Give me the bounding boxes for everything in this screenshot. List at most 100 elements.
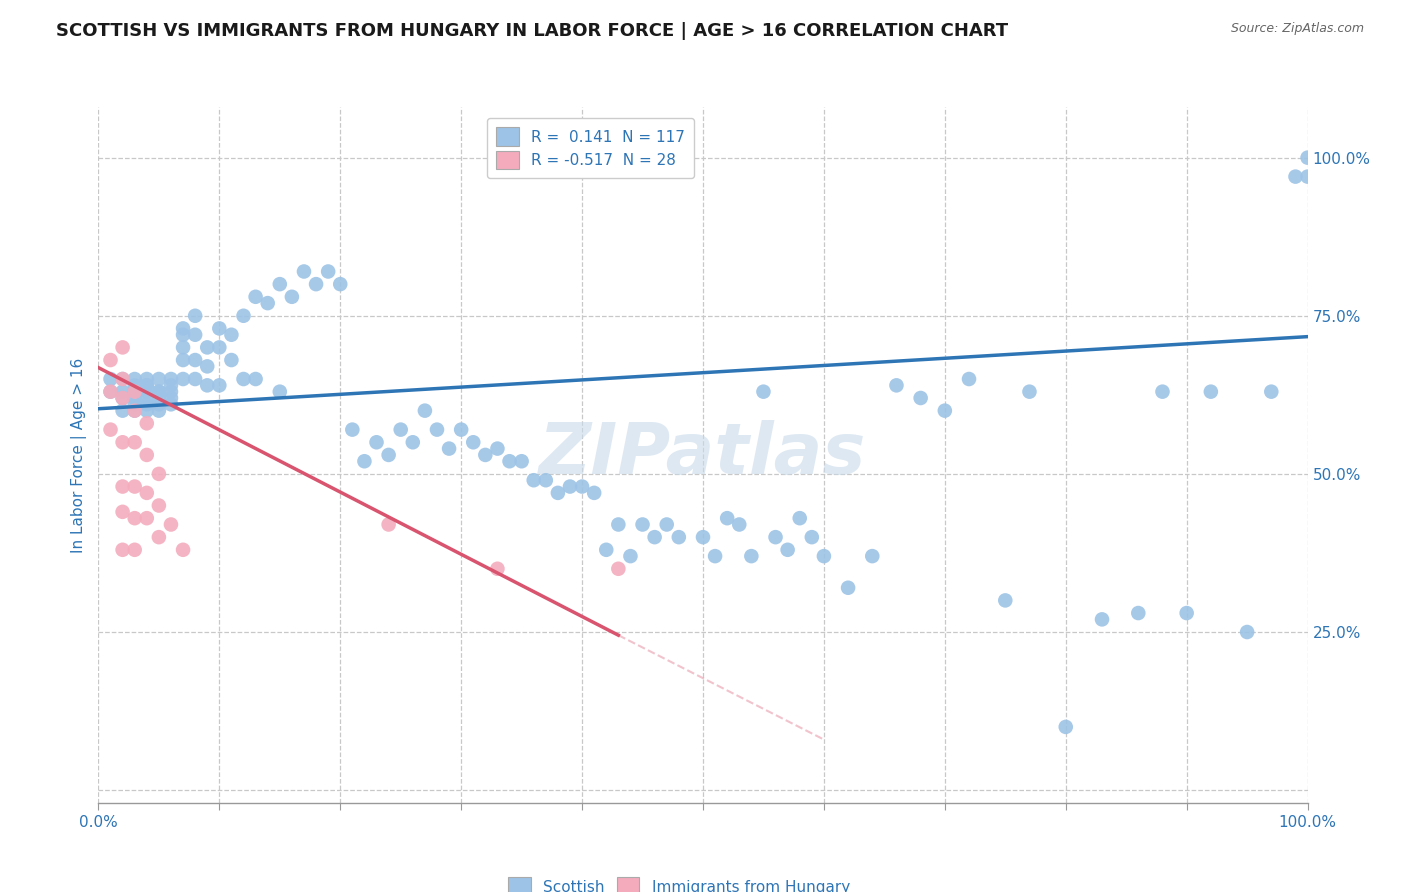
Point: [558, 479, 581, 493]
Point: [148, 499, 170, 513]
Point: [728, 517, 751, 532]
Point: [135, 378, 157, 392]
Point: [353, 454, 375, 468]
Point: [160, 391, 183, 405]
Point: [111, 479, 134, 493]
Point: [172, 542, 194, 557]
Point: [221, 353, 243, 368]
Point: [510, 454, 533, 468]
Point: [111, 391, 134, 405]
Point: [195, 378, 218, 392]
Point: [221, 327, 243, 342]
Point: [135, 486, 157, 500]
Point: [148, 467, 170, 481]
Point: [124, 479, 146, 493]
Point: [111, 372, 134, 386]
Point: [124, 397, 146, 411]
Point: [148, 403, 170, 417]
Point: [172, 353, 194, 368]
Point: [208, 378, 231, 392]
Point: [342, 423, 364, 437]
Point: [124, 378, 146, 392]
Point: [437, 442, 460, 456]
Point: [172, 340, 194, 354]
Point: [740, 549, 762, 563]
Point: [111, 372, 134, 386]
Point: [100, 384, 122, 399]
Point: [957, 372, 980, 386]
Point: [402, 435, 425, 450]
Point: [716, 511, 738, 525]
Point: [813, 549, 835, 563]
Point: [619, 549, 641, 563]
Point: [245, 372, 267, 386]
Point: [910, 391, 932, 405]
Point: [135, 511, 157, 525]
Point: [100, 353, 122, 368]
Y-axis label: In Labor Force | Age > 16: In Labor Force | Age > 16: [72, 358, 87, 552]
Point: [135, 378, 157, 392]
Point: [135, 372, 157, 386]
Point: [195, 359, 218, 374]
Point: [100, 372, 122, 386]
Point: [366, 435, 388, 450]
Text: ZIPatlas: ZIPatlas: [540, 420, 866, 490]
Point: [269, 277, 291, 292]
Point: [160, 372, 183, 386]
Point: [160, 378, 183, 392]
Point: [1260, 384, 1282, 399]
Point: [124, 403, 146, 417]
Point: [100, 423, 122, 437]
Point: [269, 384, 291, 399]
Point: [135, 417, 157, 431]
Point: [463, 435, 485, 450]
Point: [474, 448, 496, 462]
Point: [305, 277, 328, 292]
Point: [1128, 606, 1150, 620]
Point: [184, 353, 207, 368]
Point: [486, 442, 509, 456]
Point: [148, 384, 170, 399]
Point: [124, 384, 146, 399]
Point: [281, 290, 304, 304]
Point: [994, 593, 1017, 607]
Point: [172, 327, 194, 342]
Point: [765, 530, 787, 544]
Point: [148, 530, 170, 544]
Point: [316, 264, 339, 278]
Point: [692, 530, 714, 544]
Point: [184, 309, 207, 323]
Point: [111, 391, 134, 405]
Legend: Scottish, Immigrants from Hungary: Scottish, Immigrants from Hungary: [501, 870, 858, 892]
Point: [776, 542, 799, 557]
Point: [135, 397, 157, 411]
Point: [534, 473, 557, 487]
Point: [148, 391, 170, 405]
Point: [644, 530, 666, 544]
Point: [124, 435, 146, 450]
Point: [148, 372, 170, 386]
Point: [1199, 384, 1222, 399]
Point: [837, 581, 859, 595]
Point: [232, 372, 254, 386]
Point: [135, 391, 157, 405]
Point: [195, 340, 218, 354]
Point: [607, 562, 630, 576]
Point: [111, 435, 134, 450]
Point: [571, 479, 593, 493]
Point: [1152, 384, 1174, 399]
Point: [668, 530, 690, 544]
Point: [1296, 151, 1319, 165]
Point: [124, 391, 146, 405]
Text: Source: ZipAtlas.com: Source: ZipAtlas.com: [1230, 22, 1364, 36]
Point: [124, 372, 146, 386]
Point: [498, 454, 520, 468]
Point: [160, 384, 183, 399]
Point: [184, 327, 207, 342]
Point: [655, 517, 678, 532]
Point: [111, 403, 134, 417]
Point: [135, 384, 157, 399]
Point: [111, 340, 134, 354]
Point: [631, 517, 654, 532]
Text: SCOTTISH VS IMMIGRANTS FROM HUNGARY IN LABOR FORCE | AGE > 16 CORRELATION CHART: SCOTTISH VS IMMIGRANTS FROM HUNGARY IN L…: [56, 22, 1008, 40]
